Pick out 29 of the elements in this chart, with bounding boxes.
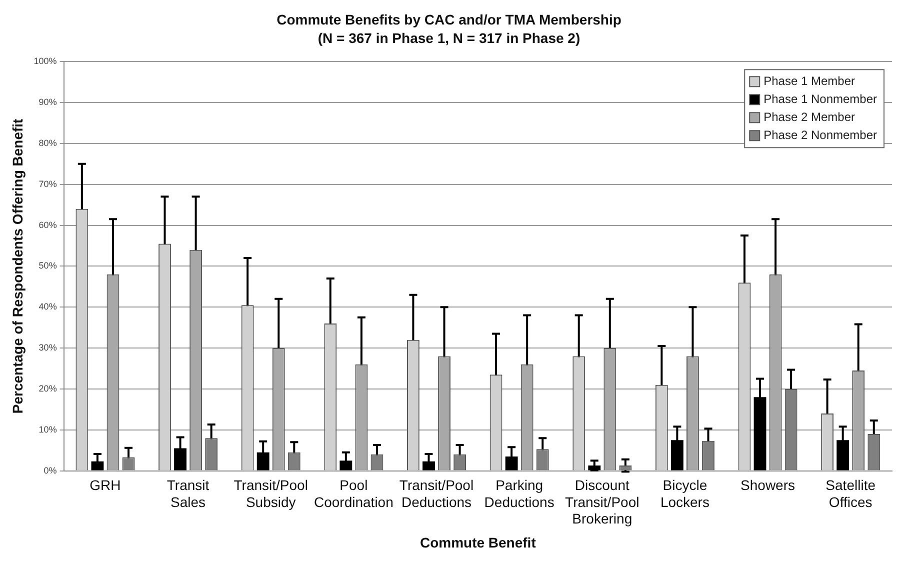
x-tick-label: Pool Coordination <box>314 477 394 510</box>
y-tick-label: 30% <box>38 342 57 353</box>
y-axis-title: Percentage of Respondents Offering Benefit <box>9 118 26 414</box>
x-tick-label: Transit Sales <box>166 477 210 510</box>
x-tick-label: Transit/Pool Deductions <box>399 477 474 510</box>
y-tick-label: 20% <box>38 383 57 394</box>
y-tick-label: 90% <box>38 97 57 108</box>
x-tick-label: Satellite Offices <box>826 477 876 510</box>
y-tick-label: 50% <box>38 260 57 271</box>
y-tick-label: 70% <box>38 178 57 189</box>
y-tick-label: 0% <box>44 465 57 476</box>
y-tick-label: 40% <box>38 302 57 312</box>
legend-label: Phase 2 Nonmember <box>764 128 878 142</box>
legend-label: Phase 1 Member <box>764 74 855 88</box>
x-axis-title: Commute Benefit <box>420 534 536 550</box>
chart-title: Commute Benefits by CAC and/or TMA Membership <box>276 11 622 28</box>
x-tick-label: Transit/Pool Subsidy <box>234 477 308 510</box>
y-tick-label: 60% <box>38 220 57 230</box>
x-tick-label: Parking Deductions <box>484 477 554 510</box>
y-tick-label: 100% <box>34 56 57 66</box>
y-tick-label: 80% <box>38 138 57 148</box>
legend-label: Phase 1 Nonmember <box>764 92 878 106</box>
chart-subtitle: (N = 367 in Phase 1, N = 317 in Phase 2) <box>318 30 580 46</box>
x-tick-label: GRH <box>90 477 121 494</box>
legend-label: Phase 2 Member <box>764 110 855 124</box>
x-tick-label: Discount Transit/Pool Brokering <box>565 477 640 527</box>
x-tick-label: Showers <box>740 477 796 494</box>
x-tick-label: Bicycle Lockers <box>660 477 710 510</box>
y-tick-label: 10% <box>38 424 57 434</box>
